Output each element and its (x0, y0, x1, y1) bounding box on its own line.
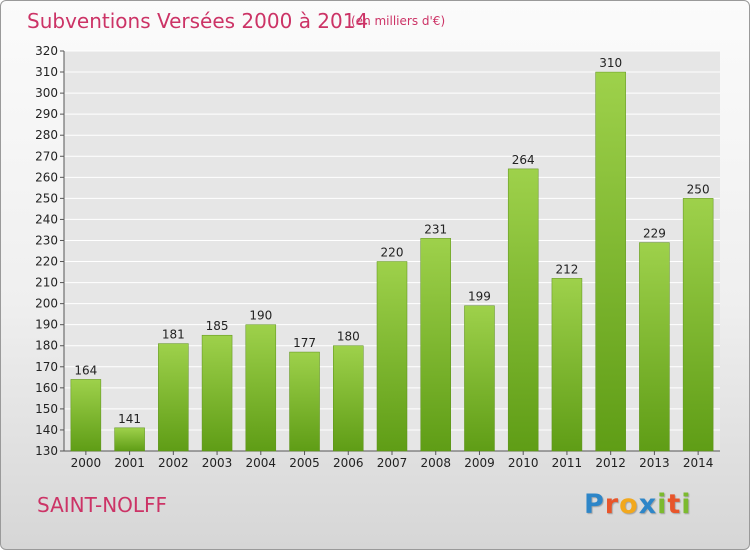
data-label: 141 (118, 412, 141, 426)
x-tick-label: 2008 (420, 456, 451, 470)
data-label: 199 (468, 290, 491, 304)
x-tick-label: 2004 (246, 456, 277, 470)
y-tick-label: 280 (35, 128, 58, 142)
bar (70, 379, 102, 452)
bar (682, 198, 714, 452)
x-tick-label: 2006 (333, 456, 364, 470)
logo-letter: r (604, 489, 620, 520)
x-tick-label: 2010 (508, 456, 539, 470)
y-tick-label: 260 (35, 170, 58, 184)
data-label: 231 (424, 222, 447, 236)
y-tick-label: 320 (35, 44, 58, 58)
commune-name: SAINT-NOLFF (37, 493, 168, 517)
data-label: 164 (74, 363, 97, 377)
y-tick-label: 240 (35, 212, 58, 226)
y-tick-label: 140 (35, 423, 58, 437)
data-label: 212 (555, 262, 578, 276)
x-tick-label: 2001 (114, 456, 145, 470)
chart-subtitle: (en milliers d'€) (351, 14, 446, 28)
y-tick-label: 300 (35, 86, 58, 100)
data-label: 190 (249, 309, 272, 323)
y-tick-label: 170 (35, 360, 58, 374)
x-tick-label: 2002 (158, 456, 189, 470)
x-tick-label: 2003 (202, 456, 233, 470)
data-label: 185 (206, 319, 229, 333)
bar (551, 278, 583, 452)
data-label: 180 (337, 330, 360, 344)
data-label: 177 (293, 336, 316, 350)
bar (245, 324, 277, 452)
y-tick-label: 130 (35, 444, 58, 458)
logo-letter: x (638, 489, 658, 520)
logo-letter: o (619, 489, 639, 520)
x-tick-label: 2013 (639, 456, 670, 470)
y-tick-label: 310 (35, 65, 58, 79)
bar (507, 168, 539, 452)
x-tick-label: 2014 (683, 456, 714, 470)
logo-letter: i (681, 489, 692, 520)
x-tick-label: 2011 (552, 456, 583, 470)
y-tick-label: 210 (35, 276, 58, 290)
data-label: 220 (381, 246, 404, 260)
x-tick-label: 2000 (71, 456, 102, 470)
bar (333, 345, 364, 452)
data-label: 181 (162, 328, 185, 342)
bar (114, 427, 145, 452)
y-tick-label: 200 (35, 297, 58, 311)
logo-letter: P (584, 489, 605, 520)
y-tick-label: 150 (35, 402, 58, 416)
y-tick-label: 230 (35, 233, 58, 247)
bar (201, 334, 233, 452)
bar (464, 305, 495, 452)
bar (420, 238, 451, 452)
chart-title: Subventions Versées 2000 à 2014 (27, 9, 369, 33)
y-tick-label: 160 (35, 381, 58, 395)
data-label: 229 (643, 227, 666, 241)
x-tick-label: 2012 (595, 456, 626, 470)
data-label: 264 (512, 153, 535, 167)
x-tick-label: 2009 (464, 456, 495, 470)
x-tick-label: 2005 (289, 456, 320, 470)
logo-letter: i (657, 489, 668, 520)
logo-letter: t (667, 489, 682, 520)
proxiti-logo[interactable]: Proxiti (584, 489, 692, 520)
y-tick-label: 190 (35, 318, 58, 332)
bar (376, 261, 408, 452)
data-label: 310 (599, 56, 622, 70)
data-label: 250 (687, 182, 710, 196)
bar (639, 242, 670, 452)
y-tick-label: 220 (35, 255, 58, 269)
y-tick-label: 270 (35, 149, 58, 163)
bar (289, 351, 320, 452)
bar (595, 71, 626, 452)
bar (158, 343, 189, 452)
y-tick-label: 250 (35, 191, 58, 205)
y-tick-label: 290 (35, 107, 58, 121)
y-tick-label: 180 (35, 339, 58, 353)
x-tick-label: 2007 (377, 456, 408, 470)
